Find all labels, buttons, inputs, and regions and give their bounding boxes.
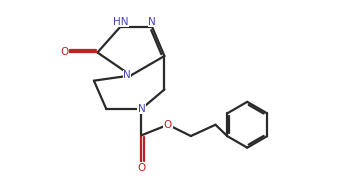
Text: O: O [164,120,172,130]
Text: N: N [148,17,156,27]
Text: N: N [137,104,145,114]
Text: HN: HN [112,17,128,27]
Text: O: O [60,47,69,57]
Text: O: O [137,163,146,173]
Text: N: N [123,70,131,80]
